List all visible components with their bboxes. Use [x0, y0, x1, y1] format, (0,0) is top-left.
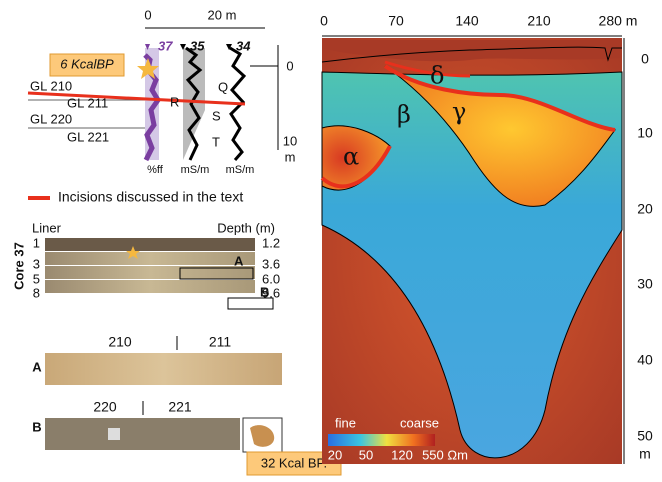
marker-label: 210 — [108, 334, 132, 350]
incision — [384, 60, 471, 78]
y-tick-label: 0 — [641, 51, 649, 67]
log-curve — [185, 46, 203, 161]
top-layer — [322, 40, 622, 62]
box — [179, 267, 254, 280]
y-tick-label: 50 — [637, 428, 653, 444]
unit-label: R — [170, 94, 179, 109]
y-tick-label: 20 — [637, 201, 653, 217]
shell — [250, 425, 275, 447]
unit-label: δ — [430, 62, 444, 90]
x-tick-label: 280 m — [599, 13, 638, 29]
core-strip — [45, 280, 255, 293]
marker-label: 211 — [209, 334, 232, 350]
star — [126, 246, 140, 259]
depth-label: Depth (m) — [217, 220, 275, 235]
colorbar-tick: 550 Ωm — [422, 447, 468, 462]
unit: mS/m — [181, 164, 210, 176]
gl-label: GL 211 — [67, 95, 108, 110]
unit-label: S — [212, 108, 221, 123]
detail-a: 210 211 A — [32, 334, 282, 385]
section-panel: δ β γ α fine coarse 20 50 120 550 Ωm 0 7… — [320, 13, 653, 464]
depth-value: 6.0 — [262, 271, 280, 286]
top-tick: 20 m — [208, 7, 237, 22]
box — [227, 297, 274, 310]
surface — [321, 46, 622, 63]
unit-label: α — [343, 143, 359, 171]
colorbar-tick: 120 — [391, 447, 413, 462]
y-tick-label: 10 — [637, 125, 653, 141]
colorbar-label: coarse — [400, 415, 439, 430]
unit-label: γ — [452, 98, 466, 126]
marker — [145, 44, 150, 50]
core-photo: Liner Depth (m) Core 37 1 3 5 8 1.2 3.6 … — [11, 220, 280, 310]
depth-value: 1.2 — [262, 235, 280, 250]
section-label: 1 — [33, 235, 40, 250]
box-label: B — [260, 284, 269, 299]
depth-value: 9.6 — [262, 285, 280, 300]
core-id: 34 — [236, 38, 251, 53]
depth-tick: 10 — [283, 133, 297, 148]
x-tick-label: 210 — [527, 13, 551, 29]
marker — [180, 44, 186, 50]
x-tick-label: 0 — [320, 13, 328, 29]
incision — [383, 64, 616, 132]
x-tick-label: 140 — [455, 13, 479, 29]
age-box — [49, 53, 125, 77]
core-strip — [45, 266, 255, 279]
age-label: 32 Kcal BP. — [261, 455, 327, 470]
detail-label: A — [32, 359, 42, 374]
incision — [320, 145, 392, 189]
legend-label: Incisions discussed in the text — [58, 189, 243, 205]
liner-label: Liner — [32, 220, 62, 235]
log-curve — [229, 46, 247, 161]
depth-tick: 0 — [286, 58, 293, 73]
depth-unit: m — [285, 149, 296, 164]
core-label: Core 37 — [11, 242, 26, 290]
section-label: 3 — [33, 256, 40, 271]
y-tick-label: 30 — [637, 276, 653, 292]
core-strip — [45, 418, 240, 450]
unit: %ff — [147, 164, 164, 176]
clast — [108, 428, 120, 440]
log-panel: 0 20 m 37 35 34 0 10 m 6 KcalBP GL 210 G… — [27, 7, 297, 176]
unit-label: β — [397, 101, 411, 129]
core-strip — [45, 252, 255, 265]
box-label: A — [234, 253, 244, 268]
marker-label: 220 — [93, 399, 117, 415]
gl-label: GL 210 — [30, 78, 72, 93]
core-strip — [45, 238, 255, 251]
core-strip — [45, 353, 282, 385]
unit-label: T — [212, 134, 220, 149]
unit-label: Q — [218, 79, 228, 94]
y-tick-label: 40 — [637, 352, 653, 368]
detail-b: 220 221 B 32 Kcal BP. — [32, 399, 342, 476]
incision-line — [27, 91, 246, 106]
detail-label: B — [32, 419, 41, 434]
x-tick-label: 70 — [388, 13, 404, 29]
colorbar-tick: 20 — [328, 447, 342, 462]
core-id: 37 — [158, 38, 173, 53]
gl-label: GL 221 — [67, 129, 109, 144]
marker-label: 221 — [168, 399, 192, 415]
colorbar-tick: 50 — [359, 447, 373, 462]
gl-label: GL 220 — [30, 111, 72, 126]
y-unit: m — [639, 446, 651, 462]
unit: mS/m — [226, 164, 255, 176]
core-id: 35 — [190, 38, 205, 53]
colorbar-label: fine — [335, 415, 356, 430]
marker — [226, 44, 232, 50]
section-label: 5 — [33, 271, 40, 286]
colorbar — [328, 434, 435, 446]
star — [137, 58, 159, 79]
section-label: 8 — [33, 285, 40, 300]
top-tick: 0 — [144, 7, 151, 22]
age-label: 6 KcalBP — [60, 56, 114, 71]
depth-value: 3.6 — [262, 256, 280, 271]
